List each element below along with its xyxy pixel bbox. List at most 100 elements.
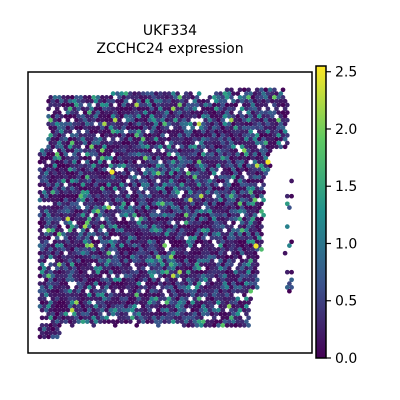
spot xyxy=(147,254,153,260)
spot xyxy=(248,167,254,172)
spot xyxy=(188,152,193,157)
spot xyxy=(127,144,133,150)
spot xyxy=(138,262,144,267)
spot xyxy=(213,174,219,180)
spot xyxy=(226,159,232,165)
spot xyxy=(121,140,127,146)
spot xyxy=(123,121,129,127)
spot xyxy=(52,140,58,146)
spot xyxy=(91,148,97,153)
spot xyxy=(91,269,97,275)
spot xyxy=(95,117,101,123)
spot xyxy=(168,155,174,161)
spot xyxy=(56,209,62,214)
spot xyxy=(134,163,140,169)
spot xyxy=(222,304,228,309)
spot xyxy=(65,148,71,153)
spot xyxy=(132,273,137,279)
spot xyxy=(175,220,180,226)
spot xyxy=(65,155,71,161)
spot xyxy=(93,182,99,188)
spot xyxy=(177,133,183,138)
spot xyxy=(222,220,228,226)
spot xyxy=(37,212,43,218)
spot xyxy=(239,258,245,264)
spot xyxy=(89,197,94,203)
spot xyxy=(97,98,103,104)
spot xyxy=(84,197,90,203)
spot xyxy=(97,106,103,112)
spot xyxy=(218,212,223,218)
spot xyxy=(274,136,279,142)
spot xyxy=(239,266,245,271)
spot xyxy=(233,277,239,283)
spot xyxy=(89,319,94,324)
spot xyxy=(241,209,247,214)
spot xyxy=(151,239,157,245)
spot xyxy=(246,315,251,321)
spot xyxy=(246,209,251,214)
spot xyxy=(130,231,135,237)
spot xyxy=(132,91,137,96)
spot xyxy=(183,121,189,127)
spot xyxy=(145,114,150,119)
spot xyxy=(224,133,230,138)
spot xyxy=(250,262,256,267)
spot xyxy=(235,319,241,324)
spot xyxy=(158,304,163,309)
spot xyxy=(216,148,221,153)
spot xyxy=(158,98,163,104)
spot xyxy=(183,174,189,180)
spot xyxy=(125,102,131,108)
spot xyxy=(147,262,153,267)
spot xyxy=(41,235,47,241)
spot xyxy=(145,250,150,256)
spot xyxy=(276,95,282,100)
spot xyxy=(80,266,86,271)
spot xyxy=(173,292,178,298)
spot xyxy=(61,262,66,267)
spot xyxy=(201,311,206,317)
spot xyxy=(142,148,148,153)
spot xyxy=(237,239,243,245)
spot xyxy=(44,300,49,305)
spot xyxy=(119,182,125,188)
spot xyxy=(158,296,163,302)
spot xyxy=(59,288,64,294)
spot xyxy=(222,91,228,96)
spot xyxy=(123,91,129,96)
spot xyxy=(218,190,223,195)
spot xyxy=(130,300,135,305)
spot xyxy=(201,258,206,264)
spot xyxy=(155,315,161,321)
spot xyxy=(44,269,49,275)
spot xyxy=(67,121,73,127)
spot xyxy=(282,250,288,256)
spot xyxy=(166,174,172,180)
spot xyxy=(97,235,103,241)
spot xyxy=(104,140,109,146)
spot xyxy=(127,273,133,279)
spot xyxy=(166,121,172,127)
spot xyxy=(284,117,290,123)
spot xyxy=(177,117,183,123)
spot xyxy=(50,190,56,195)
spot xyxy=(97,205,103,210)
spot xyxy=(203,239,208,245)
spot xyxy=(166,197,172,203)
spot xyxy=(222,98,228,104)
spot xyxy=(222,296,228,302)
spot xyxy=(209,304,215,309)
spot xyxy=(254,269,260,275)
spot xyxy=(207,292,213,298)
spot xyxy=(224,292,230,298)
spot xyxy=(54,152,60,157)
spot xyxy=(231,190,236,195)
spot xyxy=(179,273,185,279)
spot xyxy=(74,155,79,161)
spot xyxy=(155,125,161,131)
spot xyxy=(138,102,144,108)
spot xyxy=(54,167,60,172)
spot xyxy=(102,106,107,112)
spot xyxy=(106,266,112,271)
